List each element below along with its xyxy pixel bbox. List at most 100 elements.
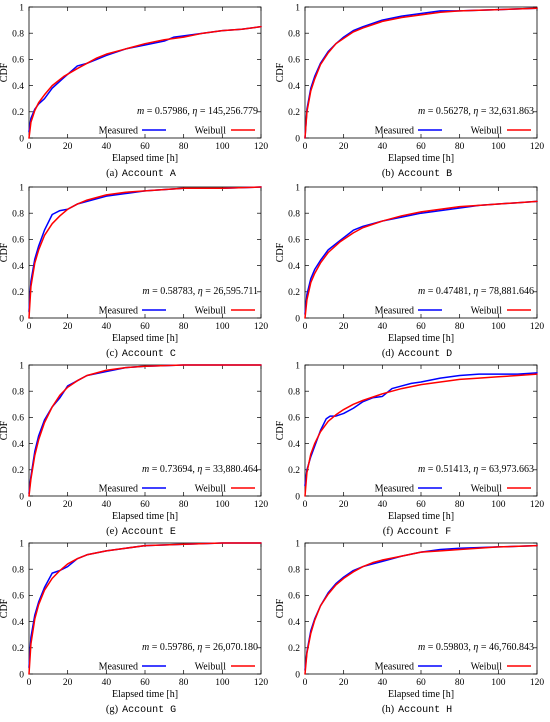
y-tick-label: 1 [19, 361, 24, 371]
series-weibull-line [304, 544, 538, 675]
series-measured-line [304, 200, 538, 315]
y-tick-label: 1 [295, 3, 300, 13]
series-weibull-line [28, 25, 262, 139]
x-tick-label: 80 [179, 678, 189, 688]
x-tick-label: 0 [27, 322, 32, 332]
y-tick-label: 0.2 [12, 288, 24, 298]
y-tick-label: 0.2 [12, 108, 24, 118]
parameter-eta-symbol: η [198, 286, 203, 297]
parameter-m-value: 0.56278 [436, 106, 469, 117]
x-tick-label: 100 [215, 322, 230, 332]
equals-sign: = [149, 642, 160, 653]
series-weibull-line [28, 186, 262, 319]
y-tick-label: 1 [295, 539, 300, 549]
separator: , [187, 106, 192, 117]
plot-frame [304, 186, 538, 319]
subfigure-caption: (d) Account D [382, 348, 452, 360]
parameter-m-value: 0.51413 [436, 464, 469, 475]
equals-sign: = [478, 642, 489, 653]
parameter-m-value: 0.57986 [155, 106, 188, 117]
x-tick-label: 80 [179, 322, 189, 332]
x-tick-label: 0 [303, 142, 308, 152]
x-tick-label: 80 [455, 678, 465, 688]
equals-sign: = [478, 464, 489, 475]
caption-label: (a) [106, 168, 118, 179]
parameter-annotation: m = 0.58783, η = 26,595.711 [142, 286, 258, 297]
x-tick-label: 100 [491, 142, 506, 152]
x-tick-label: 100 [215, 678, 230, 688]
series-weibull-line [28, 542, 262, 675]
y-tick-label: 0.4 [288, 262, 300, 272]
x-tick-label: 100 [215, 142, 230, 152]
separator: , [468, 106, 473, 117]
caption-label: (e) [106, 526, 118, 537]
x-tick-label: 100 [491, 500, 506, 510]
subfigure-caption: (a) Account A [106, 168, 176, 180]
caption-label: (d) [382, 348, 395, 359]
y-tick-label: 0.6 [12, 414, 24, 424]
x-tick-label: 40 [378, 678, 388, 688]
subfigure-caption: (f) Account F [383, 526, 452, 538]
y-tick-label: 0 [295, 314, 300, 324]
parameter-eta-symbol: η [192, 106, 197, 117]
subfigure-caption: (g) Account G [106, 704, 176, 716]
y-tick-label: 0.6 [288, 592, 300, 602]
x-tick-label: 0 [27, 678, 32, 688]
parameter-annotation: m = 0.73694, η = 33,880.464 [142, 464, 258, 475]
y-axis-label: CDF [0, 420, 10, 440]
equals-sign: = [202, 642, 213, 653]
x-tick-label: 100 [491, 322, 506, 332]
y-tick-label: 0.6 [288, 236, 300, 246]
caption-account-name: Account H [398, 705, 452, 716]
legend-weibull-label: Weibull [471, 662, 503, 673]
separator: , [468, 286, 473, 297]
x-tick-label: 60 [416, 322, 426, 332]
parameter-m-symbol: m [142, 464, 149, 475]
equals-sign: = [202, 464, 213, 475]
parameter-eta-value: 26,595.711 [213, 286, 258, 297]
x-tick-label: 0 [303, 500, 308, 510]
parameter-m-value: 0.73694 [160, 464, 193, 475]
parameter-m-value: 0.47481 [436, 286, 469, 297]
chart-panel: 0 20 40 60 80 100 120 0 0.2 0.4 0.6 0.8 1 Elapsed tim… [0, 361, 268, 538]
x-tick-label: 60 [416, 500, 426, 510]
y-tick-label: 0 [19, 314, 24, 324]
parameter-eta-value: 26,070.180 [213, 642, 258, 653]
legend-weibull-label: Weibull [471, 306, 503, 317]
y-tick-label: 0 [19, 134, 24, 144]
subfigure-caption: (b) Account B [382, 168, 452, 180]
x-tick-label: 40 [378, 322, 388, 332]
equals-sign: = [478, 106, 489, 117]
legend-weibull-label: Weibull [471, 484, 503, 495]
x-tick-label: 60 [140, 678, 150, 688]
x-tick-label: 100 [215, 500, 230, 510]
y-tick-label: 0.2 [12, 466, 24, 476]
caption-account-name: Account B [398, 169, 452, 180]
x-tick-label: 0 [303, 678, 308, 688]
x-tick-label: 20 [63, 142, 73, 152]
caption-label: (f) [383, 526, 394, 537]
x-axis-label: Elapsed time [h] [112, 689, 178, 700]
x-tick-label: 120 [530, 678, 545, 688]
x-axis-label: Elapsed time [h] [388, 689, 454, 700]
y-tick-label: 0.4 [288, 82, 300, 92]
equals-sign: = [197, 106, 208, 117]
y-tick-label: 0.4 [12, 440, 24, 450]
x-tick-label: 80 [455, 142, 465, 152]
parameter-eta-value: 46,760.843 [489, 642, 534, 653]
x-axis-label: Elapsed time [h] [112, 153, 178, 164]
parameter-annotation: m = 0.57986, η = 145,256.779 [137, 106, 258, 117]
x-tick-label: 20 [339, 142, 349, 152]
legend-weibull-label: Weibull [195, 662, 227, 673]
x-tick-label: 120 [530, 322, 545, 332]
x-tick-label: 80 [179, 500, 189, 510]
chart-panel: 0 20 40 60 80 100 120 0 0.2 0.4 0.6 0.8 1 Elapsed tim… [275, 539, 544, 716]
x-axis-label: Elapsed time [h] [388, 333, 454, 344]
x-tick-label: 20 [63, 500, 73, 510]
parameter-eta-symbol: η [197, 642, 202, 653]
x-tick-label: 60 [416, 142, 426, 152]
x-axis-label: Elapsed time [h] [388, 511, 454, 522]
equals-sign: = [425, 642, 436, 653]
chart-panel: 0 20 40 60 80 100 120 0 0.2 0.4 0.6 0.8 1 Elapsed tim… [275, 3, 544, 180]
y-axis-label: CDF [0, 598, 10, 618]
